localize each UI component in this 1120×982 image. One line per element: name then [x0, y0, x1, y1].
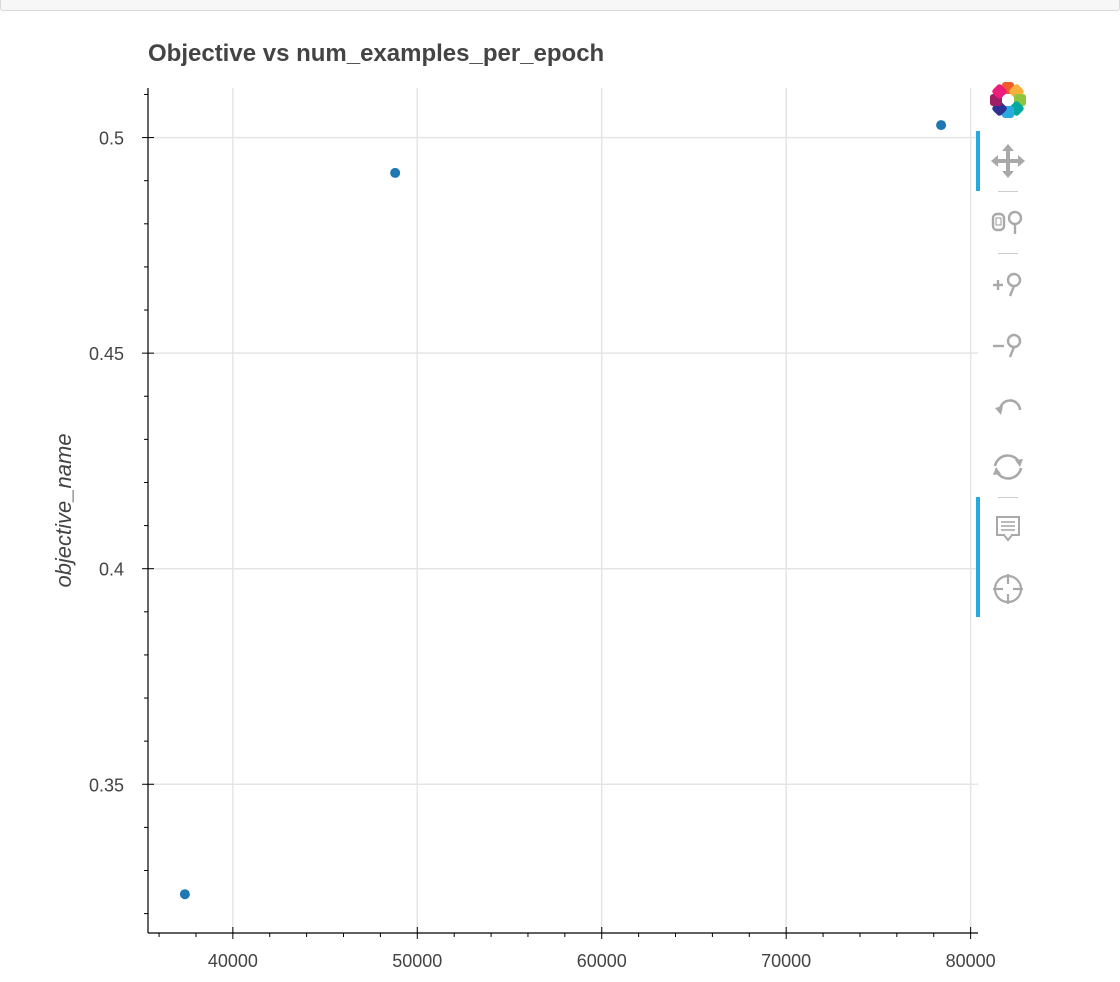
- crosshair-tool-button[interactable]: [986, 569, 1030, 609]
- toolbar-divider: [998, 253, 1018, 254]
- pan-tool-button[interactable]: [986, 141, 1030, 181]
- zoom-in-icon: [993, 272, 1022, 297]
- y-tick-label: 0.45: [89, 344, 124, 364]
- x-tick-label: 70000: [761, 951, 811, 971]
- crosshair-icon: [993, 574, 1023, 604]
- y-tick-label: 0.4: [99, 560, 124, 580]
- undo-icon: [995, 399, 1022, 415]
- x-tick-label: 40000: [208, 951, 258, 971]
- data-point: [390, 167, 401, 178]
- pan-icon: [991, 144, 1025, 178]
- reset-icon: [993, 454, 1023, 480]
- y-tick-label: 0.35: [89, 775, 124, 795]
- box-zoom-tool-button[interactable]: [986, 202, 1030, 242]
- y-axis-label: objective_name: [51, 433, 76, 587]
- x-tick-label: 50000: [392, 951, 442, 971]
- data-point: [179, 889, 190, 900]
- x-tick-label: 80000: [946, 951, 996, 971]
- zoom-out-tool-button[interactable]: [986, 325, 1030, 365]
- hover-tool-button[interactable]: [986, 508, 1030, 548]
- x-tick-label: 60000: [577, 951, 627, 971]
- reset-tool-button[interactable]: [986, 447, 1030, 487]
- hover-icon: [996, 516, 1020, 542]
- bokeh-logo-icon: [990, 82, 1026, 118]
- toolbar-divider: [998, 191, 1018, 192]
- inspect-active-indicator: [976, 497, 980, 617]
- zoom-out-icon: [993, 333, 1022, 358]
- undo-tool-button[interactable]: [986, 386, 1030, 426]
- data-point: [936, 120, 947, 131]
- box-zoom-icon: [991, 210, 1023, 234]
- plot-toolbar: [976, 78, 1046, 638]
- pan-active-indicator: [976, 131, 980, 191]
- y-tick-label: 0.5: [99, 129, 124, 149]
- chart-title: Objective vs num_examples_per_epoch: [148, 40, 605, 67]
- toolbar-divider: [998, 497, 1018, 498]
- bokeh-logo[interactable]: [986, 78, 1030, 122]
- zoom-in-tool-button[interactable]: [986, 264, 1030, 304]
